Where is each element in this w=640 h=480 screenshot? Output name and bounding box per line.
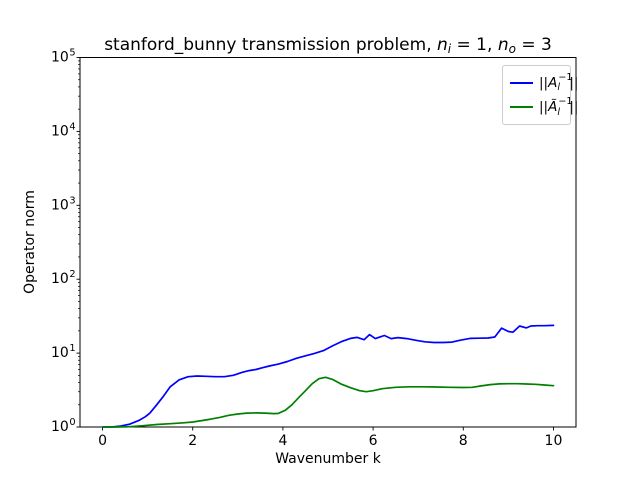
legend: ||A −1 l || ||Ã −1 l || [502,65,578,125]
chart-title: stanford_bunny transmission problem, ni … [104,35,552,56]
y-tick-label: 103 [51,195,76,213]
legend-line-sample [510,81,533,84]
series-line-1 [101,376,555,428]
legend-label: ||A −1 l || [539,71,579,94]
y-tick-label: 101 [51,343,76,361]
y-tick-label: 105 [51,48,76,66]
x-tick-label: 2 [188,433,197,449]
x-tick-label: 8 [459,433,468,449]
x-axis-tick-labels: 0 2 4 6 8 10 [98,433,562,449]
x-tick-label: 10 [545,433,563,449]
x-tick-label: 4 [278,433,287,449]
y-axis-tick-labels: 100 101 102 103 104 105 [51,48,76,436]
x-axis-ticks [102,427,554,431]
legend-line-sample [510,106,533,109]
series-line-0 [101,324,555,428]
axes-frame [79,57,577,428]
y-tick-label: 100 [51,417,76,435]
legend-label: ||Ã −1 l || [539,96,579,118]
x-tick-label: 0 [98,433,107,449]
legend-item: ||Ã −1 l || [510,97,578,117]
x-tick-label: 6 [369,433,378,449]
legend-item: ||A −1 l || [510,73,578,92]
y-tick-label: 104 [51,121,76,139]
y-axis-ticks [76,57,80,428]
sub-sup-stack: −1 l [557,71,573,94]
y-axis-label: Operator norm [22,190,38,294]
y-tick-label: 102 [51,269,76,287]
sub-sup-stack: −1 l [557,96,573,118]
x-axis-label: Wavenumber k [275,451,381,467]
